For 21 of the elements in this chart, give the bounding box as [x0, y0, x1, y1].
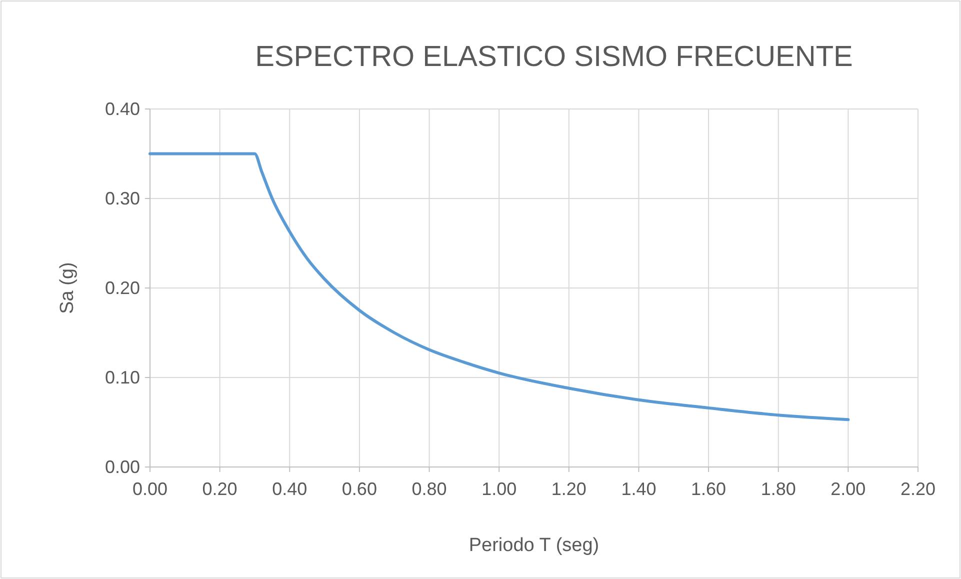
x-tick-label: 1.60: [691, 479, 726, 499]
y-tick-label: 0.30: [104, 188, 140, 208]
x-axis-title: Periodo T (seg): [468, 535, 600, 556]
chart-title: ESPECTRO ELASTICO SISMO FRECUENTE: [255, 41, 853, 73]
x-tick-label: 0.80: [412, 479, 447, 499]
y-axis-title: Sa (g): [57, 262, 78, 314]
x-tick-label: 0.60: [342, 479, 377, 499]
y-tick-label: 0.20: [104, 278, 140, 298]
y-tick-label: 0.00: [104, 457, 140, 477]
x-tick-label: 2.20: [900, 479, 936, 499]
x-tick-label: 2.00: [830, 479, 866, 499]
x-tick-label: 1.40: [621, 479, 656, 499]
x-tick-label: 0.00: [132, 479, 168, 499]
x-tick-label: 1.00: [482, 479, 517, 499]
x-tick-label: 0.40: [272, 479, 308, 499]
y-tick-label: 0.40: [104, 99, 140, 119]
y-tick-label: 0.10: [104, 368, 140, 388]
x-tick-label: 1.80: [760, 479, 796, 499]
x-tick-label: 0.20: [202, 479, 238, 499]
x-tick-label: 1.20: [551, 479, 586, 499]
line-series: [148, 152, 850, 422]
